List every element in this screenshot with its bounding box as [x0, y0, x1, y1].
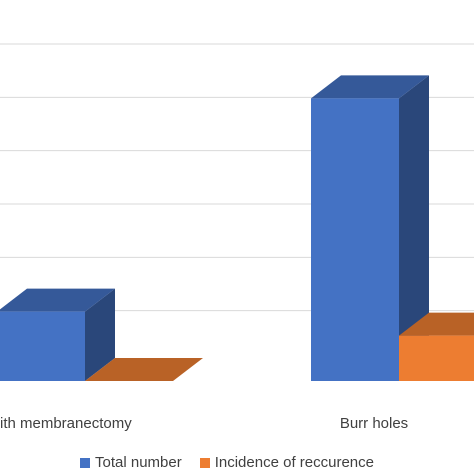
bar-front-face — [399, 335, 474, 381]
legend: Total number Incidence of reccurence — [80, 454, 392, 471]
category-label-0: Craniotomy with membranectomy — [0, 415, 132, 432]
bar-total-0 — [0, 288, 115, 381]
bar-recurrence-0 — [85, 358, 203, 381]
bar-total-1 — [311, 75, 429, 381]
legend-label-total: Total number — [95, 454, 182, 471]
bar-front-face — [0, 311, 85, 381]
category-label-1: Burr holes — [340, 415, 408, 432]
category-labels: Craniotomy with membranectomy Burr holes — [0, 415, 408, 432]
bar-recurrence-1 — [399, 312, 474, 381]
bars — [0, 75, 474, 381]
bar-front-face — [311, 98, 399, 381]
legend-item-recurrence: Incidence of reccurence — [199, 454, 374, 471]
legend-swatch-recurrence — [199, 457, 210, 468]
bar-side-face — [85, 288, 115, 381]
bar-top-face — [0, 288, 115, 312]
bar-side-face — [399, 75, 429, 381]
legend-swatch-total — [80, 457, 90, 468]
legend-label-recurrence: Incidence of reccurence — [214, 454, 374, 471]
bar-top-face — [85, 358, 203, 381]
legend-item-total: Total number — [80, 454, 182, 471]
bar-top-face — [311, 75, 429, 99]
bar-top-face — [399, 312, 474, 336]
